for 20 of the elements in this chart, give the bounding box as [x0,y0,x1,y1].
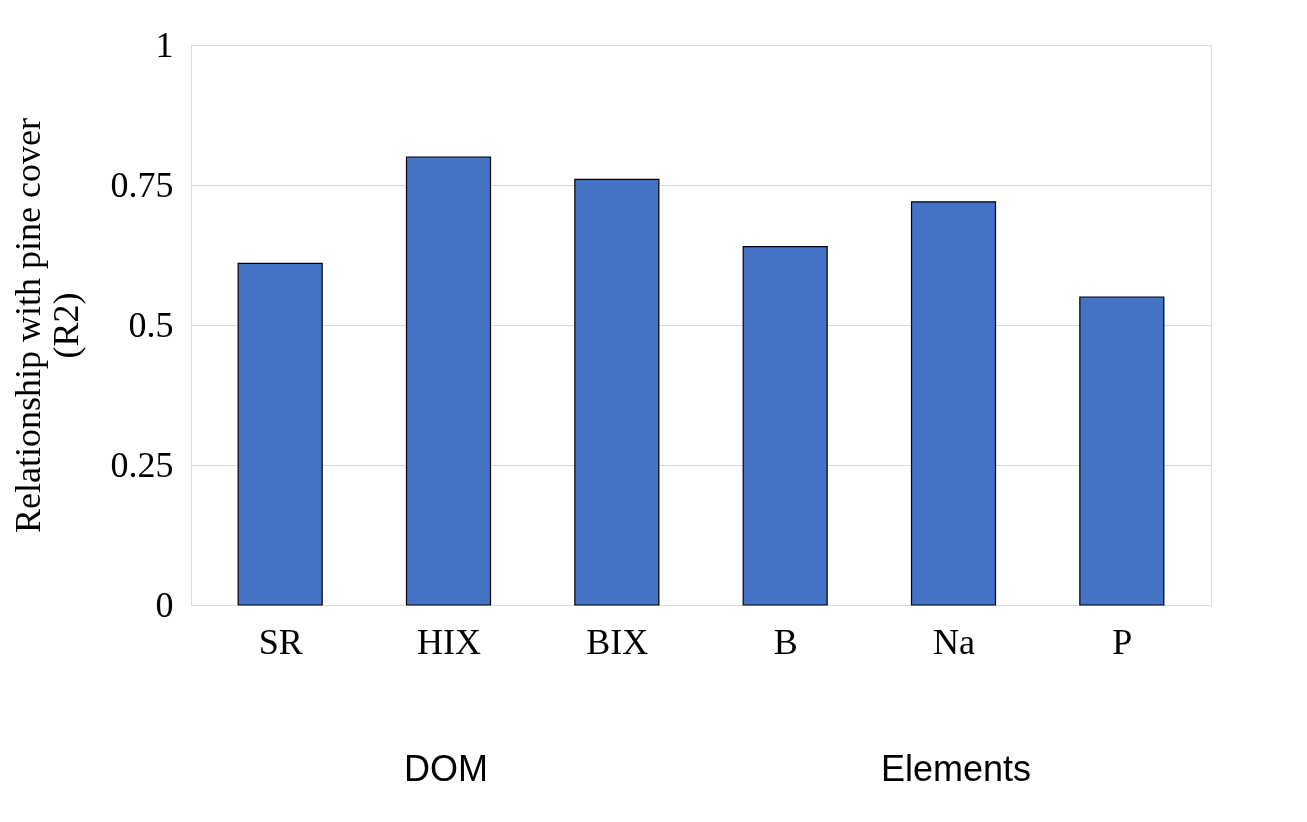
x-tick-label: BIX [586,621,649,662]
x-tick-label: SR [258,621,303,662]
x-tick-label: P [1112,621,1133,662]
bar [405,156,492,606]
y-tick-label: 0.25 [110,444,174,485]
y-tick-label: 1 [155,24,174,65]
bar [742,246,828,606]
bar [574,178,660,606]
x-tick-label: Na [933,621,976,662]
x-tick-label: HIX [417,621,481,662]
text: DOM [404,748,488,789]
bar [1079,296,1165,606]
y-axis-title: Relationship with pine cover (R2) [7,118,86,533]
bar [237,262,323,606]
x-tick-label: B [773,621,798,662]
y-tick-label: 0.5 [128,304,174,345]
bar [910,201,997,606]
y-tick-label: 0.75 [110,164,174,205]
text: Elements [880,748,1032,789]
y-tick-label: 0 [155,584,174,625]
